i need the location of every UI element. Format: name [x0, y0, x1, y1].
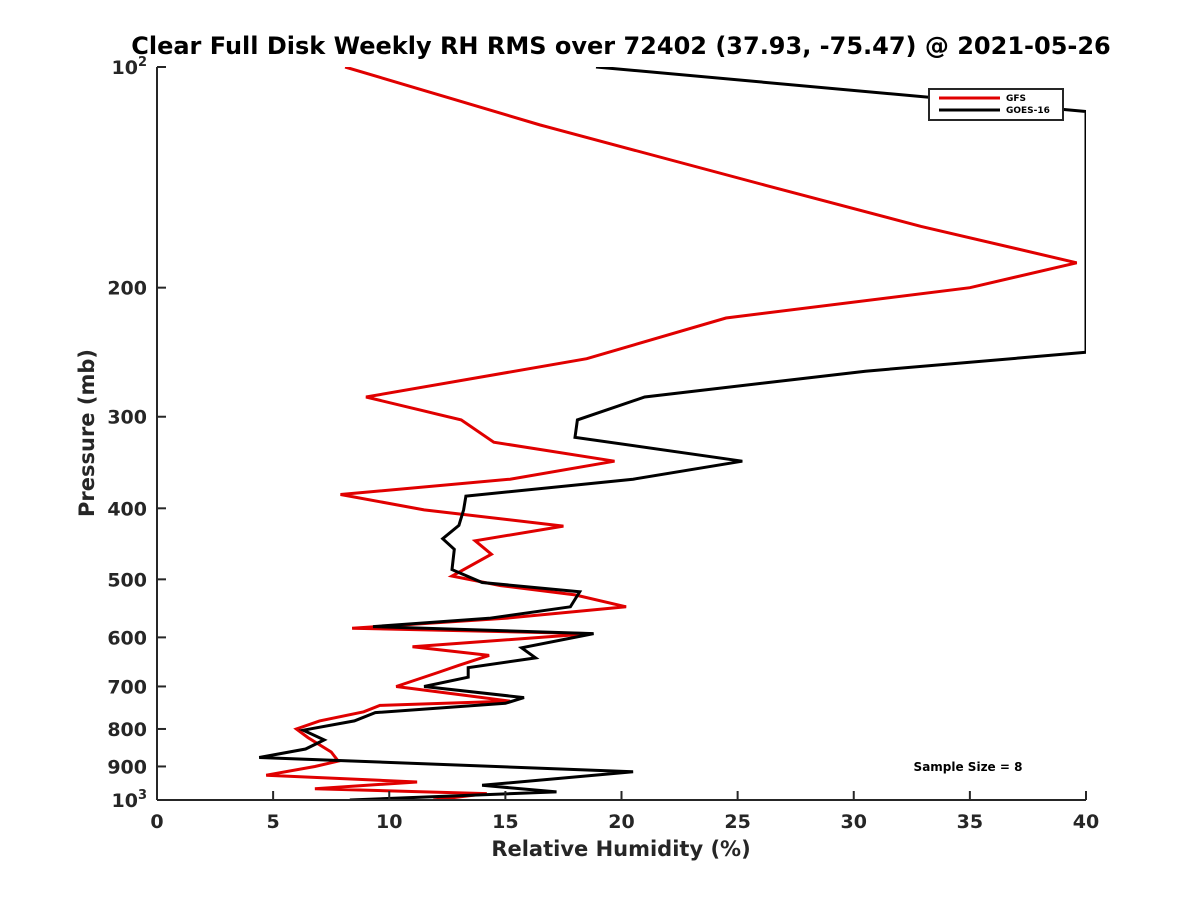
- legend-label-goes-16: GOES-16: [1006, 106, 1050, 116]
- legend: GFS GOES-16: [928, 88, 1064, 121]
- y-tick-label: 400: [107, 498, 147, 520]
- sample-size-annotation: Sample Size = 8: [914, 760, 1023, 774]
- y-tick-label: 300: [107, 407, 147, 429]
- y-tick-label: 103: [112, 788, 148, 812]
- y-tick-label: 102: [112, 55, 148, 79]
- series-line-goes-16: [258, 67, 1086, 800]
- x-tick-label: 30: [841, 811, 867, 833]
- x-tick-label: 5: [267, 811, 280, 833]
- y-tick-label: 200: [107, 278, 147, 300]
- x-axis-label: Relative Humidity (%): [491, 837, 750, 861]
- x-tick-label: 25: [724, 811, 750, 833]
- x-axis-ticks: 0 5 10 15 20 25 30 35 40: [150, 791, 1099, 833]
- series-layer: [258, 67, 1086, 800]
- chart-title: Clear Full Disk Weekly RH RMS over 72402…: [131, 32, 1111, 60]
- y-tick-label: 900: [107, 756, 147, 778]
- y-axis-ticks: 102 200 300 400 500 600 700 800 900 103: [107, 55, 166, 812]
- x-tick-label: 35: [957, 811, 983, 833]
- x-tick-label: 0: [150, 811, 163, 833]
- y-tick-label: 600: [107, 627, 147, 649]
- x-tick-label: 40: [1073, 811, 1099, 833]
- legend-label-gfs: GFS: [1006, 94, 1026, 104]
- x-tick-label: 10: [376, 811, 402, 833]
- x-tick-label: 20: [608, 811, 634, 833]
- legend-box: [928, 88, 1064, 121]
- plot-area: [157, 67, 1086, 800]
- y-tick-label: 500: [107, 569, 147, 591]
- series-line-gfs: [265, 67, 1078, 800]
- y-tick-label: 700: [107, 676, 147, 698]
- y-tick-label: 800: [107, 719, 147, 741]
- x-tick-label: 15: [492, 811, 518, 833]
- y-axis-label: Pressure (mb): [75, 349, 99, 517]
